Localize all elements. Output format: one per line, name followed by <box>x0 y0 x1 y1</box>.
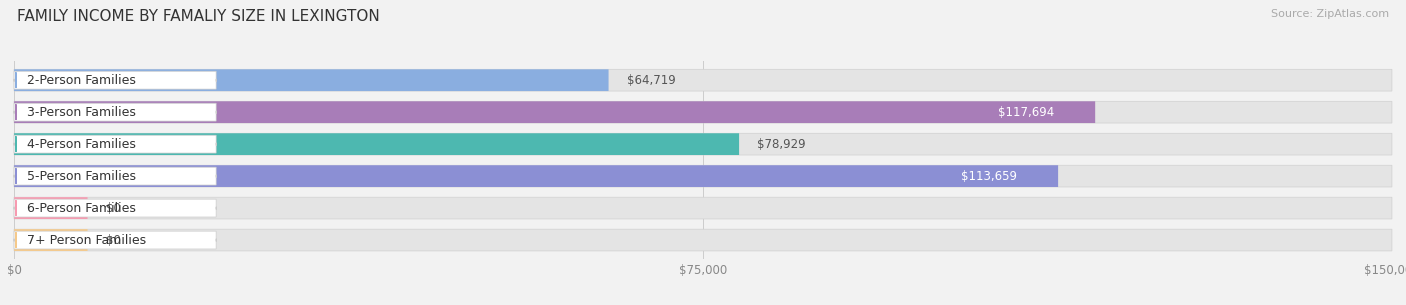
Text: Source: ZipAtlas.com: Source: ZipAtlas.com <box>1271 9 1389 19</box>
Text: FAMILY INCOME BY FAMALIY SIZE IN LEXINGTON: FAMILY INCOME BY FAMALIY SIZE IN LEXINGT… <box>17 9 380 24</box>
FancyBboxPatch shape <box>14 165 1392 187</box>
FancyBboxPatch shape <box>934 168 1045 184</box>
Text: 2-Person Families: 2-Person Families <box>27 74 136 87</box>
FancyBboxPatch shape <box>972 104 1081 120</box>
FancyBboxPatch shape <box>14 69 1392 91</box>
FancyBboxPatch shape <box>14 199 217 217</box>
Text: $117,694: $117,694 <box>998 106 1054 119</box>
FancyBboxPatch shape <box>14 229 87 251</box>
FancyBboxPatch shape <box>14 165 1059 187</box>
FancyBboxPatch shape <box>14 231 217 249</box>
FancyBboxPatch shape <box>14 197 1392 219</box>
Text: 7+ Person Families: 7+ Person Families <box>27 234 146 246</box>
Text: $78,929: $78,929 <box>758 138 806 151</box>
FancyBboxPatch shape <box>14 71 217 89</box>
Text: $113,659: $113,659 <box>962 170 1017 183</box>
FancyBboxPatch shape <box>14 101 1095 123</box>
FancyBboxPatch shape <box>14 167 217 185</box>
Text: $0: $0 <box>105 234 121 246</box>
FancyBboxPatch shape <box>14 229 1392 251</box>
FancyBboxPatch shape <box>14 135 217 153</box>
Text: 6-Person Families: 6-Person Families <box>27 202 136 215</box>
FancyBboxPatch shape <box>14 197 87 219</box>
Text: $0: $0 <box>105 202 121 215</box>
FancyBboxPatch shape <box>14 103 217 121</box>
Text: $64,719: $64,719 <box>627 74 676 87</box>
FancyBboxPatch shape <box>14 133 740 155</box>
FancyBboxPatch shape <box>14 101 1392 123</box>
Text: 4-Person Families: 4-Person Families <box>27 138 136 151</box>
Text: 3-Person Families: 3-Person Families <box>27 106 136 119</box>
Text: 5-Person Families: 5-Person Families <box>27 170 136 183</box>
FancyBboxPatch shape <box>14 133 1392 155</box>
FancyBboxPatch shape <box>14 69 609 91</box>
